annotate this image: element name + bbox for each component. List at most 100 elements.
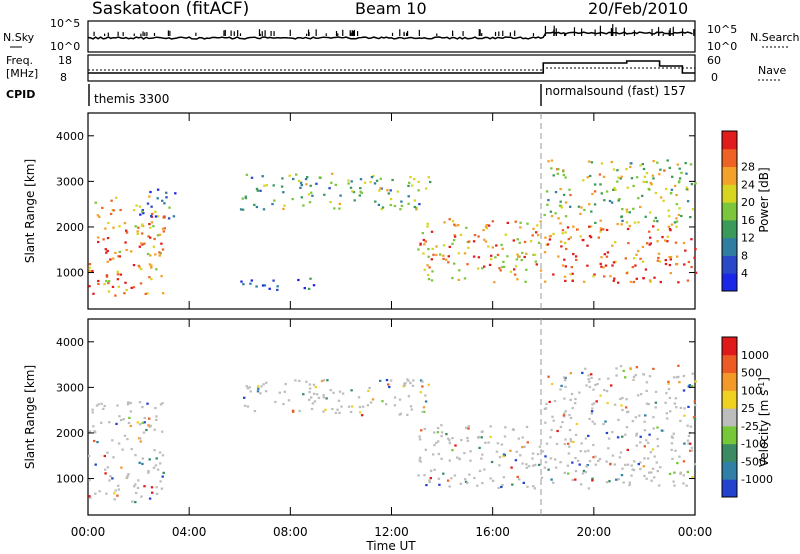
range-cell xyxy=(417,248,420,251)
range-cell xyxy=(399,208,402,211)
range-cell xyxy=(521,251,524,254)
range-cell xyxy=(501,484,504,487)
range-cell xyxy=(160,242,163,245)
range-cell xyxy=(579,212,582,215)
range-cell xyxy=(652,416,655,419)
range-cell xyxy=(629,367,632,370)
range-cell xyxy=(684,249,687,252)
freq-left-tick-bottom: 8 xyxy=(60,71,67,84)
range-cell xyxy=(352,191,356,194)
range-cell xyxy=(649,211,652,214)
range-cell xyxy=(523,240,527,244)
range-cell xyxy=(424,394,427,397)
range-cell xyxy=(552,419,555,422)
range-cell xyxy=(573,402,577,405)
range-cell xyxy=(635,432,638,435)
range-cell xyxy=(155,492,159,495)
frequency-line xyxy=(88,60,695,74)
range-cell xyxy=(682,482,685,485)
range-cell xyxy=(393,204,397,208)
range-cell xyxy=(311,402,315,405)
range-cell xyxy=(675,225,678,228)
range-cell xyxy=(298,379,301,382)
range-cell xyxy=(244,197,248,200)
range-cell xyxy=(551,415,554,418)
range-cell xyxy=(152,466,156,469)
range-cell xyxy=(407,202,410,205)
range-cell xyxy=(140,495,143,498)
power-panel: 1000 2000 3000 4000 Slant Range [km] 4 8 12 16… xyxy=(23,112,771,310)
range-cell xyxy=(304,178,308,181)
range-cell xyxy=(678,167,681,170)
range-cell xyxy=(664,262,668,266)
cpid-panel: CPID themis 3300 normalsound (fast) 157 xyxy=(6,84,686,106)
range-cell xyxy=(155,415,158,418)
range-cell xyxy=(250,176,254,179)
range-cell xyxy=(491,246,494,249)
range-cell xyxy=(566,464,570,467)
range-cell xyxy=(143,421,146,424)
range-cell xyxy=(690,238,693,241)
range-cell xyxy=(466,439,470,442)
range-cell xyxy=(126,403,130,406)
range-cell xyxy=(521,436,524,439)
range-cell xyxy=(495,244,498,247)
range-cell xyxy=(308,201,312,204)
range-cell xyxy=(337,399,341,402)
range-cell xyxy=(590,412,593,415)
range-cell xyxy=(632,207,635,210)
range-cell xyxy=(408,181,411,184)
range-cell xyxy=(139,282,143,285)
range-cell xyxy=(284,383,287,386)
range-cell xyxy=(472,255,476,258)
range-cell xyxy=(587,378,590,381)
range-cell xyxy=(656,161,659,164)
range-cell xyxy=(271,203,274,206)
range-cell xyxy=(620,474,624,477)
range-cell xyxy=(621,219,624,222)
range-cell xyxy=(668,472,672,475)
range-cell xyxy=(283,204,286,207)
range-cell xyxy=(117,442,121,445)
range-cell xyxy=(675,194,678,197)
range-cell xyxy=(299,186,302,189)
range-cell xyxy=(539,269,543,272)
range-cell xyxy=(137,226,140,229)
range-cell xyxy=(130,448,133,451)
range-cell xyxy=(453,223,456,226)
range-cell xyxy=(545,442,549,445)
range-cell xyxy=(326,379,329,382)
range-cell xyxy=(590,161,594,164)
range-cell xyxy=(537,463,541,466)
range-cell xyxy=(544,461,548,464)
range-cell xyxy=(136,421,139,424)
range-cell xyxy=(559,388,562,391)
range-cell xyxy=(111,439,114,442)
range-cell xyxy=(91,408,94,411)
range-cell xyxy=(149,254,152,257)
range-cell xyxy=(453,474,457,477)
range-cell xyxy=(614,188,617,191)
range-cell xyxy=(599,262,602,265)
range-cell xyxy=(564,241,567,245)
range-cell xyxy=(299,181,303,184)
range-cell xyxy=(103,404,106,408)
range-cell xyxy=(588,385,592,389)
range-cell xyxy=(605,431,609,435)
colorbar-swatch xyxy=(722,425,737,445)
range-cell xyxy=(349,186,353,189)
range-cell xyxy=(447,255,450,258)
range-cell xyxy=(656,470,659,473)
range-cell xyxy=(611,264,614,267)
range-cell xyxy=(499,269,502,272)
range-cell xyxy=(466,263,469,266)
range-cell xyxy=(358,405,362,409)
range-cell xyxy=(485,224,489,227)
range-cell xyxy=(456,456,459,459)
range-cell xyxy=(564,176,567,179)
power-frame xyxy=(87,112,696,310)
range-cell xyxy=(504,426,507,429)
range-cell xyxy=(647,403,650,406)
range-cell xyxy=(564,231,567,234)
range-cell xyxy=(693,256,696,259)
